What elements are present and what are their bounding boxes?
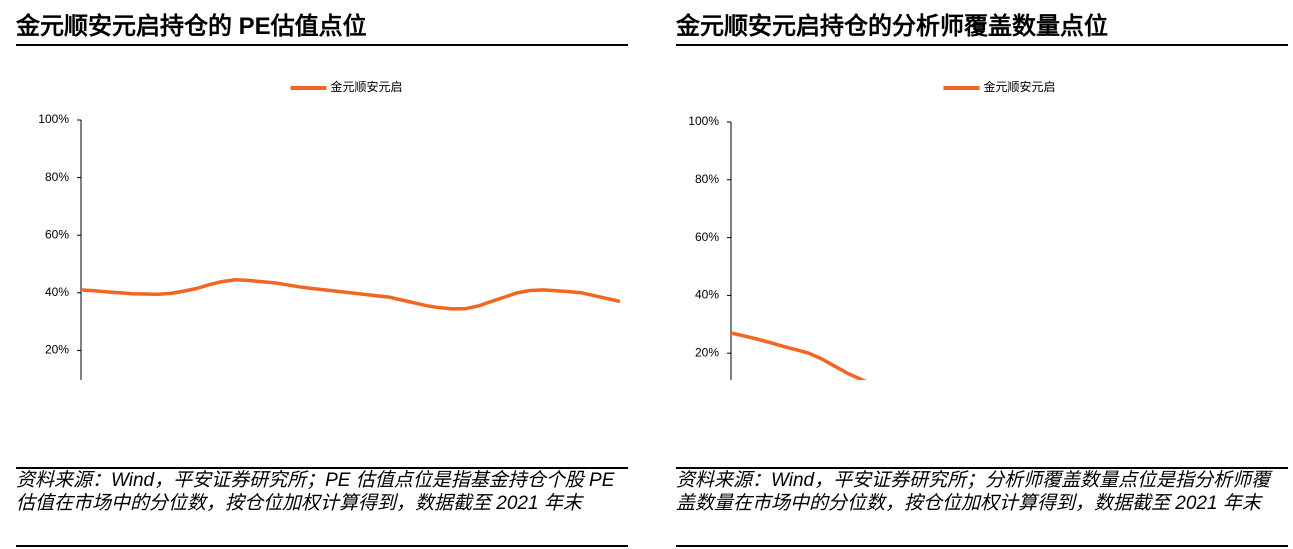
chart-title: 金元顺安元启持仓的分析师覆盖数量点位 [676, 10, 1288, 46]
chart-title: 金元顺安元启持仓的 PE估值点位 [16, 10, 628, 46]
y-tick-label: 20% [695, 345, 719, 359]
chart: 0%20%40%60%80%100%2018-062018-122019-062… [688, 79, 1056, 380]
chart-panel: 金元顺安元启持仓的 PE估值点位资料来源：Wind，平安证券研究所；PE 估值点… [0, 0, 630, 549]
legend-label: 金元顺安元启 [984, 79, 1056, 94]
y-tick-label: 60% [45, 227, 69, 241]
series-line [730, 331, 867, 380]
chart-panel: 金元顺安元启持仓的分析师覆盖数量点位资料来源：Wind，平安证券研究所；分析师覆… [660, 0, 1290, 549]
y-tick-label: 40% [695, 288, 719, 302]
series-line [80, 278, 621, 311]
y-tick-label: 80% [45, 170, 69, 184]
y-tick-label: 100% [688, 114, 719, 128]
source-note: 资料来源：Wind，平安证券研究所；PE 估值点位是指基金持仓个股 PE 估值在… [16, 467, 628, 547]
y-tick-label: 60% [695, 230, 719, 244]
y-tick-label: 40% [45, 285, 69, 299]
y-tick-label: 20% [45, 343, 69, 357]
source-note: 资料来源：Wind，平安证券研究所；分析师覆盖数量点位是指分析师覆盖数量在市场中… [676, 467, 1288, 547]
chart: 0%20%40%60%80%100%2018-062018-122019-062… [38, 79, 621, 380]
legend-label: 金元顺安元启 [331, 79, 403, 94]
y-tick-label: 100% [38, 112, 69, 126]
y-tick-label: 80% [695, 172, 719, 186]
